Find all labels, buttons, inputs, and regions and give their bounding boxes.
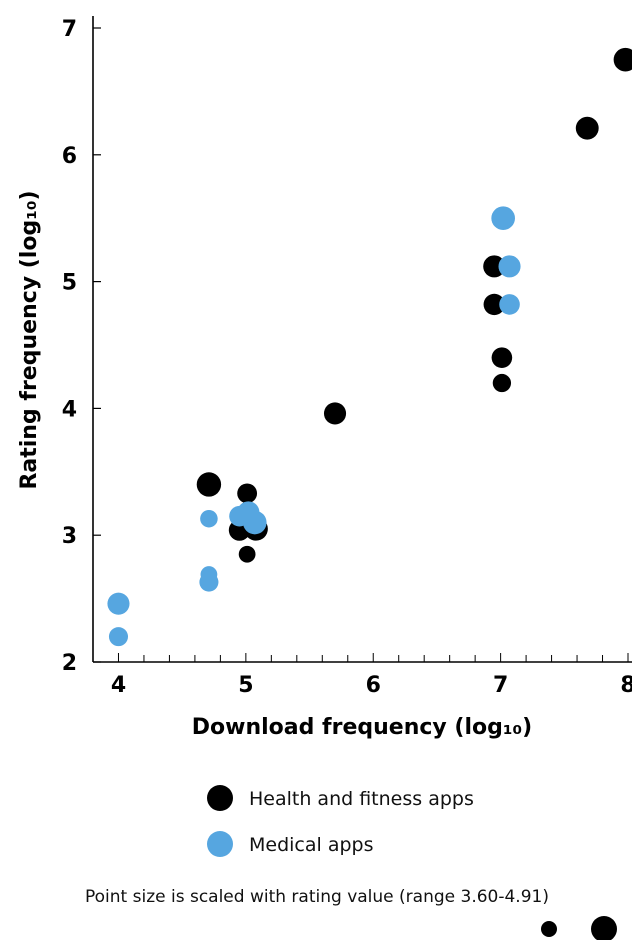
size-examples bbox=[541, 916, 617, 940]
y-tick-label: 6 bbox=[62, 144, 77, 169]
size-example-dot bbox=[541, 921, 557, 937]
legend-marker bbox=[207, 831, 233, 857]
data-point bbox=[238, 545, 256, 563]
data-point bbox=[237, 483, 258, 504]
y-tick-label: 4 bbox=[62, 397, 77, 422]
x-tick-label: 6 bbox=[366, 673, 381, 698]
data-point bbox=[498, 255, 521, 278]
series-medical bbox=[107, 206, 521, 647]
x-tick-label: 7 bbox=[493, 673, 508, 698]
data-point bbox=[199, 572, 219, 592]
y-tick-label: 2 bbox=[62, 651, 77, 676]
y-tick-label: 7 bbox=[62, 17, 77, 42]
data-point bbox=[242, 510, 267, 535]
legend-marker bbox=[207, 785, 233, 811]
axes: 4 5 6 7 8 2 3 4 5 6 7 bbox=[62, 16, 632, 698]
data-point bbox=[491, 206, 515, 231]
legend: Health and fitness apps Medical apps bbox=[207, 785, 474, 857]
data-point bbox=[575, 116, 599, 140]
size-example-dot bbox=[591, 916, 617, 940]
data-point bbox=[492, 373, 512, 393]
size-note: Point size is scaled with rating value (… bbox=[85, 887, 549, 907]
legend-label: Medical apps bbox=[249, 834, 374, 856]
data-point bbox=[323, 402, 347, 425]
data-point bbox=[491, 347, 513, 368]
x-tick-label: 4 bbox=[111, 673, 126, 698]
data-point bbox=[196, 472, 222, 497]
x-tick-label: 8 bbox=[620, 673, 632, 698]
data-points bbox=[107, 47, 632, 647]
y-tick-label: 3 bbox=[62, 524, 77, 549]
data-point bbox=[200, 509, 218, 528]
x-axis-title: Download frequency (log₁₀) bbox=[192, 715, 532, 740]
x-tick-label: 5 bbox=[238, 673, 253, 698]
y-tick-label: 5 bbox=[62, 271, 77, 296]
y-axis-title: Rating frequency (log₁₀) bbox=[17, 190, 42, 489]
data-point bbox=[107, 592, 130, 615]
data-point bbox=[499, 294, 520, 315]
data-point bbox=[613, 47, 632, 72]
legend-label: Health and fitness apps bbox=[249, 788, 474, 810]
data-point bbox=[108, 627, 129, 647]
data-point bbox=[483, 293, 505, 316]
data-point bbox=[483, 255, 506, 278]
series-health-fitness bbox=[196, 47, 632, 563]
